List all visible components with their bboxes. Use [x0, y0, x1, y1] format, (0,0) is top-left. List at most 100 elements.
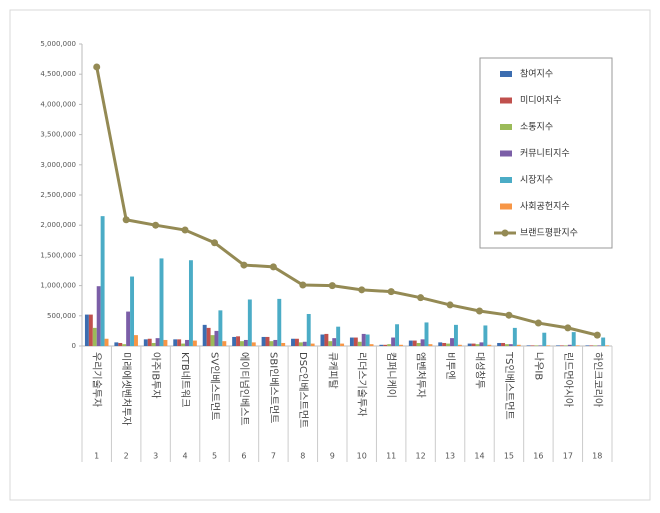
- y-tick-label: 2,500,000: [40, 191, 76, 199]
- legend-label: 미디어지수: [520, 95, 561, 106]
- bar: [134, 335, 138, 346]
- y-tick-label: 2,000,000: [40, 221, 76, 229]
- bar: [126, 311, 131, 346]
- category-number: 17: [563, 452, 573, 461]
- bar: [446, 343, 451, 346]
- x-tick-label: 나우IB: [532, 352, 544, 380]
- x-tick-label: 컴퍼니케이: [385, 352, 397, 398]
- bar: [471, 343, 476, 346]
- y-tick-label: 4,000,000: [40, 100, 76, 108]
- bar: [147, 338, 152, 346]
- line-marker: [269, 263, 277, 271]
- bar: [556, 345, 560, 346]
- y-tick-label: 1,500,000: [40, 251, 76, 259]
- bar: [114, 342, 119, 346]
- bar: [526, 345, 531, 346]
- y-tick-label: 3,500,000: [40, 131, 76, 139]
- category-number: 4: [183, 452, 188, 461]
- bar: [408, 340, 413, 346]
- y-tick-label: 5,000,000: [40, 40, 76, 48]
- bar: [155, 338, 160, 346]
- y-tick-label: 1,000,000: [40, 282, 76, 290]
- bar: [247, 299, 252, 346]
- bar: [483, 325, 488, 346]
- x-tick-label: 큐캐피탈: [326, 352, 339, 389]
- x-tick-label: SV인베스트먼트: [209, 352, 221, 420]
- bar: [100, 216, 105, 346]
- bar: [232, 336, 237, 346]
- bar: [516, 344, 521, 346]
- category-number: 14: [474, 452, 484, 461]
- category-number: 6: [241, 452, 246, 461]
- line-marker: [417, 294, 425, 302]
- bar: [143, 339, 148, 346]
- bar: [353, 337, 358, 346]
- category-number: 3: [153, 452, 158, 461]
- bar: [365, 334, 370, 346]
- x-tick-label: 대성창투: [474, 352, 486, 389]
- bar: [593, 345, 598, 346]
- y-tick-label: 4,500,000: [40, 70, 76, 78]
- bar: [177, 339, 182, 346]
- category-number: 7: [271, 452, 276, 461]
- category-number: 2: [124, 452, 129, 461]
- legend-swatch: [500, 203, 512, 210]
- legend-swatch: [500, 97, 512, 104]
- bar: [151, 342, 156, 346]
- legend-swatch: [500, 71, 512, 77]
- line-marker: [476, 307, 483, 315]
- legend-label: 사회공헌지수: [520, 201, 570, 212]
- bar: [218, 310, 223, 346]
- bar: [585, 345, 590, 346]
- x-tick-label: 하인크코리아: [591, 352, 604, 407]
- bar: [559, 345, 564, 346]
- line-marker: [328, 282, 336, 290]
- category-number: 12: [416, 452, 426, 461]
- legend-swatch-marker: [501, 229, 509, 237]
- bar: [546, 345, 551, 346]
- bar: [361, 333, 366, 346]
- bar: [210, 335, 215, 346]
- bar: [369, 344, 374, 346]
- line-marker: [446, 301, 454, 309]
- bar: [336, 326, 341, 346]
- bar: [505, 344, 509, 346]
- legend-label: 커뮤니티지수: [520, 148, 570, 159]
- bar: [450, 338, 454, 346]
- category-number: 9: [330, 452, 335, 461]
- y-tick-label: 3,000,000: [40, 161, 76, 169]
- bar: [214, 330, 219, 346]
- line-marker: [505, 311, 513, 319]
- bar: [438, 342, 443, 346]
- bar: [487, 344, 492, 346]
- bar: [416, 342, 421, 346]
- bar: [185, 339, 189, 346]
- x-tick-label: 우리기술투자: [91, 352, 103, 407]
- x-tick-label: 비투엔: [444, 352, 456, 380]
- bar: [181, 343, 186, 346]
- bar: [567, 344, 572, 346]
- bar: [236, 336, 241, 346]
- bar: [118, 342, 123, 346]
- x-tick-label: 에이티넘인베스트: [238, 352, 250, 426]
- legend-label: 브랜드평판지수: [520, 228, 578, 239]
- bar: [243, 339, 248, 346]
- bar: [605, 345, 610, 346]
- line-marker: [534, 319, 542, 327]
- bar: [320, 334, 325, 346]
- bar: [467, 343, 472, 346]
- line: [95, 66, 598, 337]
- bar: [88, 314, 93, 346]
- bar: [597, 345, 602, 346]
- x-tick-label: DSC인베스트먼트: [297, 352, 309, 428]
- line-marker: [152, 221, 160, 229]
- bar: [328, 341, 333, 346]
- category-number: 5: [212, 452, 217, 461]
- bar: [512, 327, 517, 346]
- x-tick-label: KTB네트워크: [179, 352, 192, 408]
- bar: [332, 338, 337, 346]
- bar: [251, 342, 256, 346]
- line-marker: [564, 324, 572, 332]
- category-number: 16: [533, 452, 543, 461]
- legend-label: 참여지수: [520, 68, 553, 80]
